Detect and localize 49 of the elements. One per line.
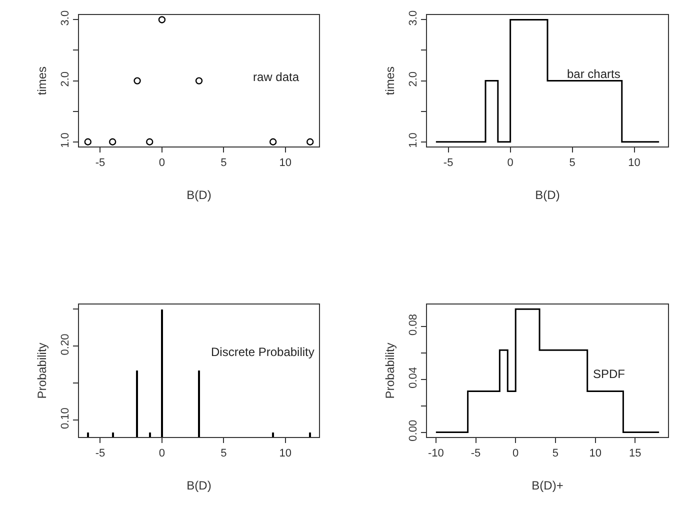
y-tick-label: 0.10	[60, 408, 72, 430]
y-tick-label: 1.0	[60, 132, 72, 148]
x-axis-title: B(D)	[186, 188, 212, 202]
point	[158, 16, 166, 24]
x-tick-label: 10	[628, 156, 640, 169]
y-tick-label: 3.0	[60, 10, 72, 26]
y-axis-title: times	[34, 66, 49, 96]
annotation: SPDF	[593, 367, 626, 381]
point	[306, 138, 314, 146]
x-tick-label: 10	[279, 156, 292, 169]
annotation: Discrete Probability	[211, 345, 314, 359]
x-tick-label: 5	[569, 156, 576, 169]
point	[134, 77, 141, 84]
y-tick-label: 1.0	[408, 132, 420, 148]
x-tick-label: -5	[95, 447, 106, 460]
x-tick-label: 5	[220, 156, 227, 169]
x-tick-label: 10	[279, 447, 292, 460]
x-axis-title: B(D)+	[532, 478, 564, 492]
y-tick-label: 0.00	[408, 420, 420, 442]
y-tick-label: 0.04	[408, 366, 420, 388]
x-tick-label: 5	[220, 447, 227, 460]
point	[108, 138, 116, 146]
x-tick-label: -5	[443, 156, 454, 169]
annotation: raw data	[253, 70, 300, 84]
y-tick-label: 0.08	[408, 314, 420, 336]
y-axis-title: Probability	[34, 342, 49, 399]
annotation: bar charts	[567, 67, 620, 81]
x-tick-label: 5	[552, 447, 559, 460]
y-tick-label: 2.0	[408, 71, 420, 87]
point	[269, 138, 277, 146]
point	[84, 138, 92, 146]
x-axis-title: B(D)	[186, 478, 212, 492]
y-tick-label: 3.0	[408, 10, 420, 26]
point	[195, 77, 203, 84]
x-tick-label: 10	[589, 447, 602, 460]
x-tick-label: -5	[470, 447, 481, 460]
x-tick-label: 15	[629, 447, 642, 460]
point	[146, 138, 154, 146]
x-tick-label: 0	[512, 447, 519, 460]
x-tick-label: 0	[158, 447, 166, 460]
x-tick-label: -10	[428, 447, 444, 460]
y-axis-title: times	[382, 66, 397, 96]
x-tick-label: 0	[158, 156, 166, 169]
x-tick-label: 0	[507, 156, 514, 169]
x-tick-label: -5	[95, 156, 106, 169]
y-tick-label: 0.20	[60, 334, 72, 356]
y-tick-label: 2.0	[60, 71, 72, 87]
x-axis-title: B(D)	[535, 188, 560, 202]
y-axis-title: Probability	[382, 342, 397, 399]
